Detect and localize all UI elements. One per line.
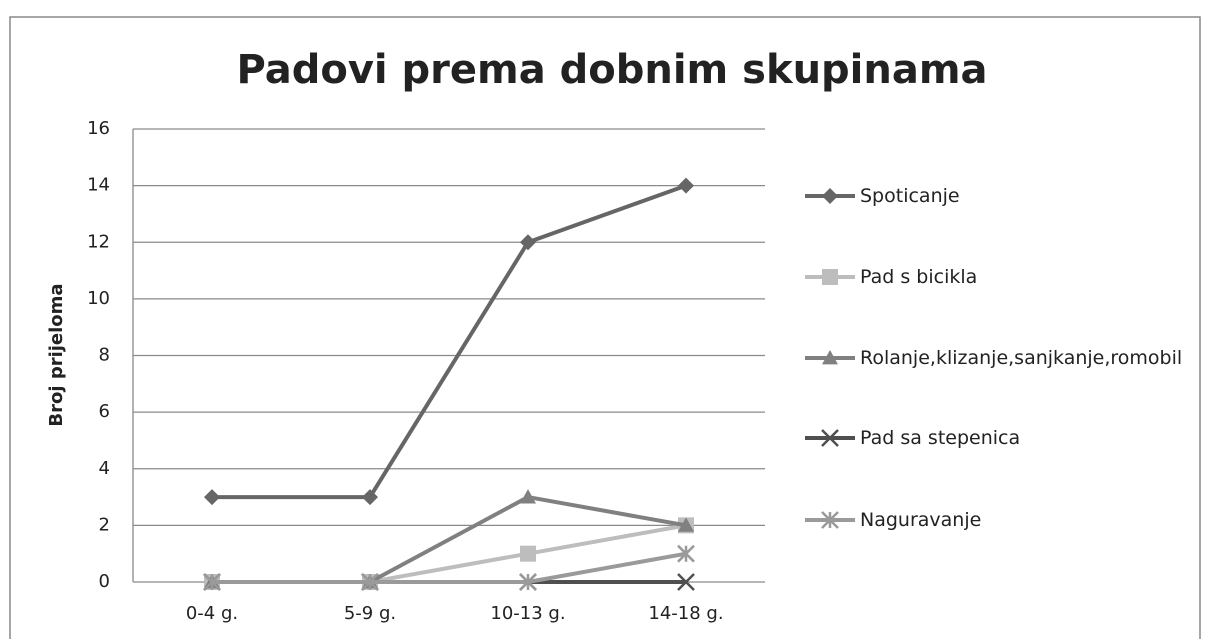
y-tick-label: 2 [99, 514, 110, 535]
y-axis-label: Broj prijeloma [46, 283, 67, 426]
legend-marker [822, 269, 838, 285]
legend-label: Spoticanje [860, 185, 960, 207]
y-tick-label: 10 [87, 288, 110, 309]
x-tick-label: 0-4 g. [186, 603, 238, 624]
y-tick-label: 4 [99, 458, 110, 479]
data-point [677, 573, 695, 591]
series-line [212, 551, 687, 584]
data-point [361, 573, 379, 591]
chart-title: Padovi prema dobnim skupinama [236, 47, 987, 93]
data-point [678, 177, 694, 194]
x-tick-label: 10-13 g. [490, 603, 565, 624]
legend-marker [821, 511, 839, 529]
y-tick-label: 6 [99, 401, 110, 422]
legend-label: Rolanje,klizanje,sanjkanje,romobil [860, 347, 1183, 369]
x-tick-label: 5-9 g. [344, 603, 396, 624]
data-point [204, 489, 220, 506]
data-point [519, 573, 537, 591]
legend-label: Naguravanje [860, 509, 982, 531]
legend-marker [822, 188, 838, 204]
data-point [678, 517, 694, 532]
legend-marker [822, 350, 838, 365]
legend-label: Pad sa stepenica [860, 427, 1021, 449]
y-tick-label: 0 [99, 571, 110, 592]
data-point [520, 489, 536, 504]
y-tick-label: 8 [99, 345, 110, 366]
legend-marker [821, 429, 839, 447]
y-tick-label: 14 [87, 175, 110, 196]
x-tick-label: 14-18 g. [648, 603, 723, 624]
data-point [520, 234, 536, 251]
data-point [203, 573, 221, 591]
data-point [677, 544, 695, 563]
series-line [212, 183, 687, 500]
y-tick-label: 12 [87, 231, 110, 252]
y-tick-label: 16 [87, 118, 110, 139]
chart-frame [9, 16, 1201, 639]
data-point [362, 489, 378, 506]
data-point [520, 545, 536, 562]
legend-label: Pad s bicikla [860, 266, 978, 288]
